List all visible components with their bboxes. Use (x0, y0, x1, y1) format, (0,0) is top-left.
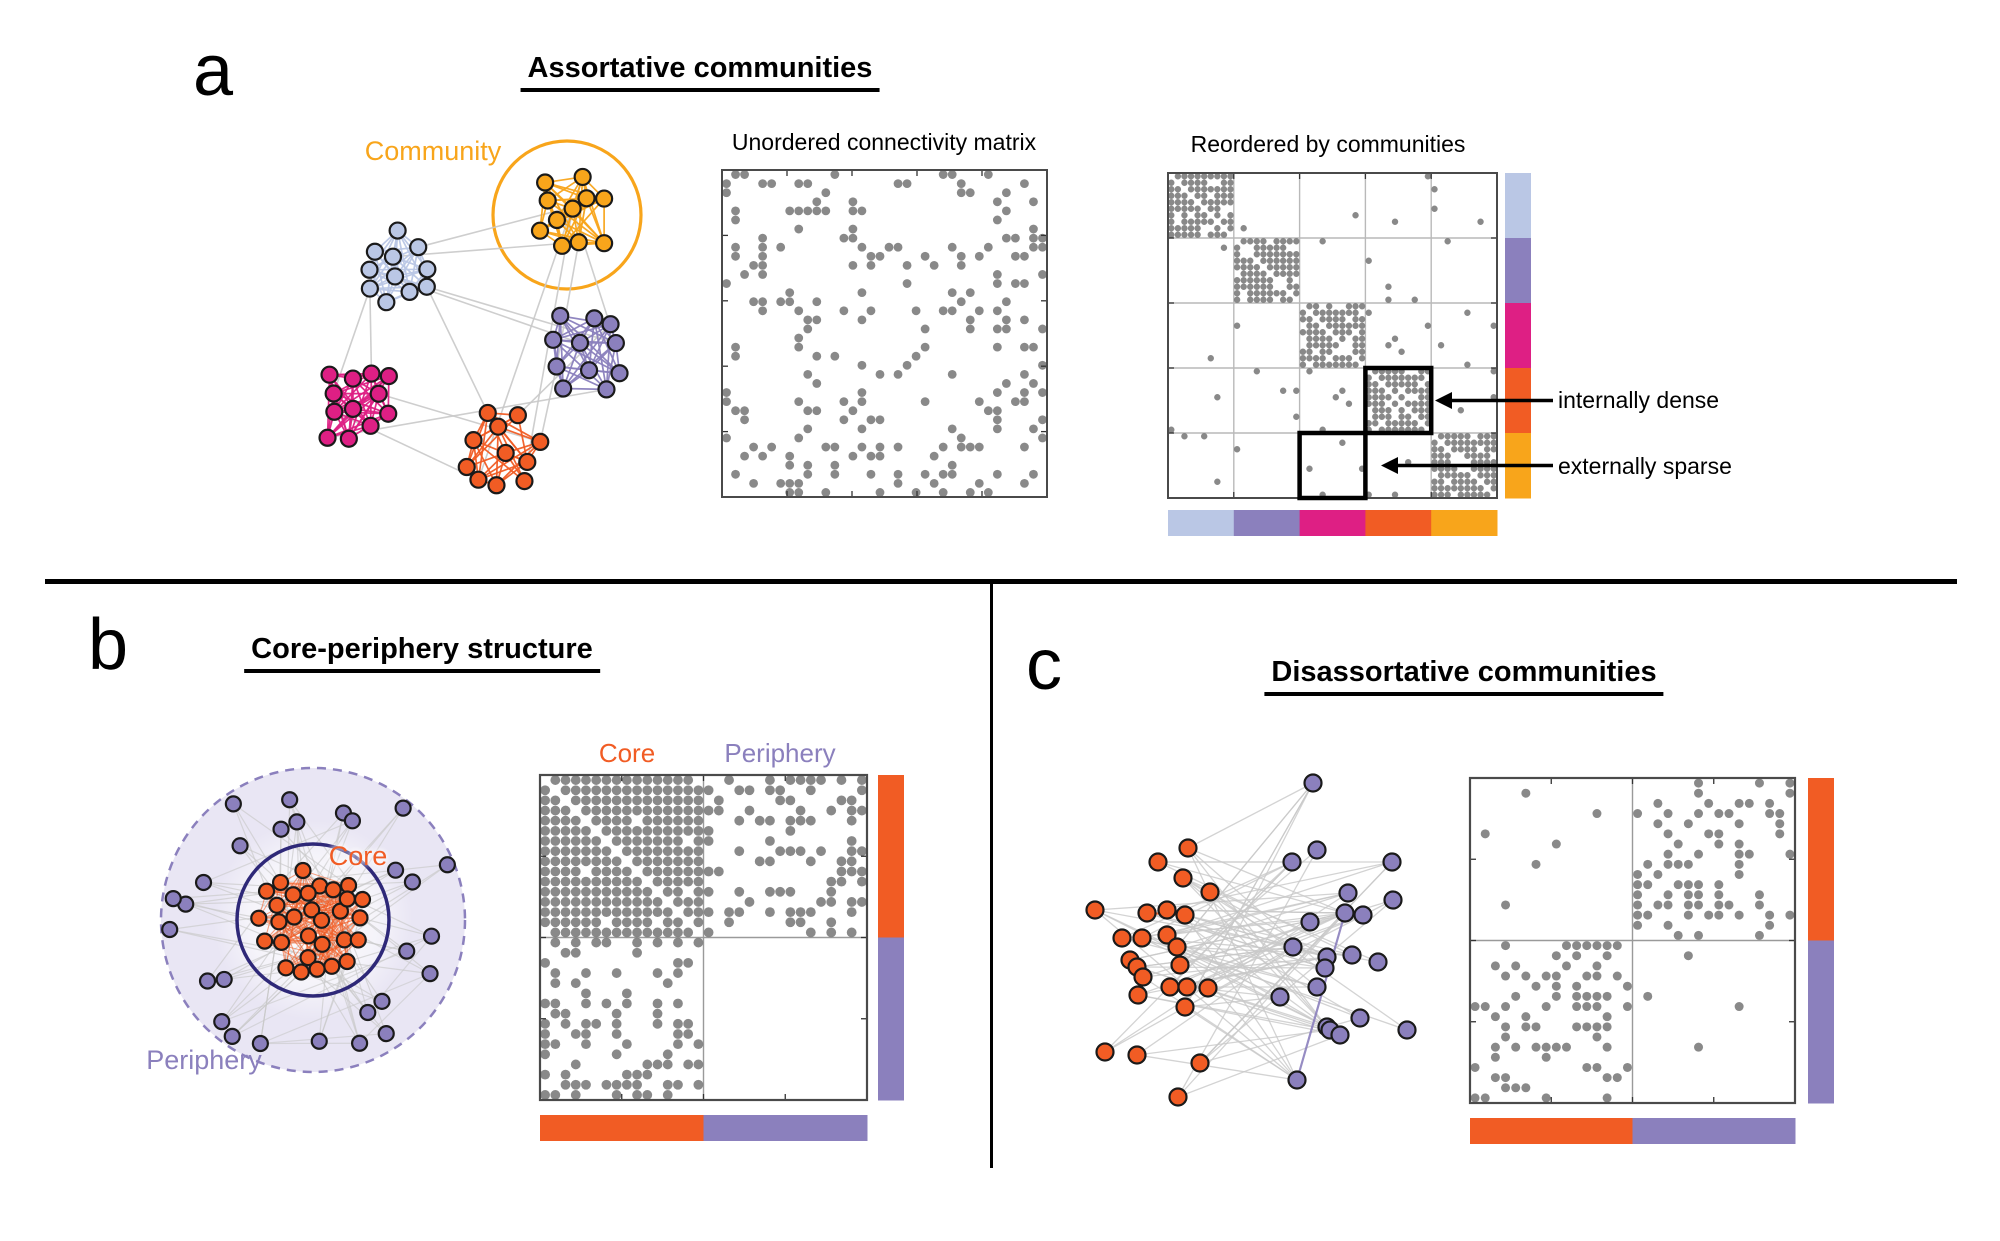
community-colorbar-horizontal (1168, 510, 1498, 536)
cp-colorbar-horizontal (540, 1115, 868, 1141)
panel-a-title: Assortative communities (520, 52, 880, 93)
assortative-network (318, 139, 643, 495)
unordered-matrix (721, 169, 1048, 498)
panel-divider-vertical (990, 583, 993, 1168)
core-network-label: Core (328, 841, 388, 871)
dc-colorbar-horizontal (1470, 1118, 1796, 1144)
panel-b-title: Core-periphery structure (244, 633, 600, 674)
community-colorbar-vertical (1505, 173, 1531, 499)
cp-colorbar-vertical (878, 775, 904, 1101)
core-matrix-label: Core (598, 738, 656, 768)
externally-sparse-label: externally sparse (1558, 453, 1732, 479)
core-periphery-matrix (538, 773, 869, 1102)
community-label: Community (364, 136, 502, 166)
dense-block-highlight (1363, 365, 1434, 436)
periphery-network-label: Periphery (146, 1045, 262, 1075)
disassortative-matrix (1468, 776, 1797, 1105)
annotation-arrows (1381, 392, 1553, 474)
disassortative-network (1085, 773, 1417, 1107)
panel-c-label: c (1026, 625, 1062, 705)
panel-divider-horizontal (45, 579, 1957, 584)
reordered-matrix-title: Reordered by communities (1190, 131, 1466, 157)
core-periphery-network (159, 766, 467, 1074)
panel-a-label: a (193, 31, 234, 111)
reordered-matrix (1167, 172, 1498, 499)
unordered-matrix-title: Unordered connectivity matrix (731, 129, 1037, 155)
periphery-matrix-label: Periphery (724, 738, 836, 768)
panel-b-label: b (88, 605, 129, 685)
internally-dense-label: internally dense (1558, 387, 1720, 413)
dc-colorbar-vertical (1808, 778, 1834, 1104)
panel-c-title: Disassortative communities (1264, 656, 1664, 697)
sparse-block-highlight (1297, 430, 1368, 501)
